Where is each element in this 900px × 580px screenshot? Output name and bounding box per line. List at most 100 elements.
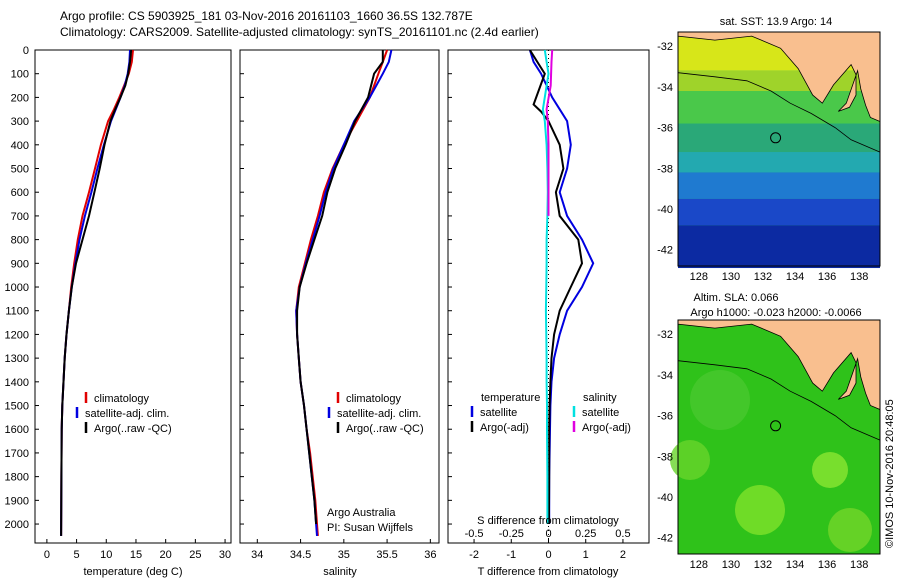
map-ytick-label: -40	[657, 204, 673, 216]
depth-tick-label: 900	[11, 258, 29, 270]
depth-tick-label: 1400	[5, 377, 29, 389]
x-tick-label: 5	[74, 549, 80, 561]
top-tick-label: 0.5	[615, 528, 630, 540]
depth-tick-label: 2000	[5, 519, 29, 531]
x-tick-label: 35	[338, 549, 350, 561]
map-ytick-label: -32	[657, 329, 673, 341]
sla-map-title2: Argo h1000: -0.023 h2000: -0.0066	[690, 307, 861, 319]
map-ytick-label: -32	[657, 41, 673, 53]
sla-map: -32 -34 -36 -38 -40 -42 128 130 132 134 136 138	[657, 319, 881, 571]
argo-line	[60, 49, 133, 536]
legend-label-argo: Argo(..raw -QC)	[346, 423, 424, 435]
x-tick-label: 10	[100, 549, 112, 561]
map-ytick-label: -34	[657, 82, 673, 94]
x-tick-label: 34	[251, 549, 263, 561]
imos-credit: ©IMOS 10-Nov-2016 20:48:05	[884, 399, 896, 548]
map-ytick-label: -38	[657, 451, 673, 463]
depth-tick-label: 700	[11, 211, 29, 223]
sla-blob	[670, 440, 710, 480]
x-tick-label: 1	[583, 549, 589, 561]
map-xtick-label: 128	[690, 271, 708, 283]
map-frame	[677, 31, 881, 267]
map-xtick-label: 132	[754, 271, 772, 283]
depth-tick-label: 300	[11, 116, 29, 128]
top-tick-label: 0	[545, 528, 551, 540]
sla-blob	[690, 370, 750, 430]
difference-xlabel-top: S difference from climatology	[477, 515, 619, 527]
map-frame	[677, 319, 881, 555]
legend-label-climatology: climatology	[346, 393, 402, 405]
map-xtick-label: 136	[818, 271, 836, 283]
depth-tick-label: 1700	[5, 448, 29, 460]
x-tick-label: 30	[219, 549, 231, 561]
x-tick-label: -2	[469, 549, 479, 561]
map-xtick-label: 132	[754, 559, 772, 571]
sla-blob	[812, 452, 848, 488]
difference-legend: temperature satellite Argo(-adj) salinit…	[470, 392, 631, 434]
t-argo-line	[529, 49, 584, 525]
depth-tick-label: 100	[11, 69, 29, 81]
sst-band	[678, 152, 880, 173]
map-xtick-label: 128	[690, 559, 708, 571]
x-tick-label: 2	[620, 549, 626, 561]
map-ytick-label: -36	[657, 411, 673, 423]
depth-tick-label: 200	[11, 92, 29, 104]
difference-xlabel: T difference from climatology	[478, 566, 619, 578]
header-line2: Climatology: CARS2009. Satellite-adjuste…	[60, 25, 539, 39]
salinity-panel	[239, 49, 440, 544]
legend-label-climatology: climatology	[94, 393, 150, 405]
sst-band	[678, 172, 880, 199]
salinity-legend: climatology satellite-adj. clim. Argo(..…	[327, 392, 424, 534]
s-satellite-line	[541, 49, 550, 524]
depth-tick-label: 1100	[5, 306, 29, 318]
x-tick-label: 15	[130, 549, 142, 561]
x-tick-label: 20	[160, 549, 172, 561]
map-ytick-label: -38	[657, 163, 673, 175]
sla-blob	[735, 485, 785, 535]
temperature-legend: climatology satellite-adj. clim. Argo(..…	[75, 392, 172, 435]
legend-label-argo: Argo(..raw -QC)	[94, 423, 172, 435]
legend-label-s-argo: Argo(-adj)	[582, 422, 631, 434]
top-tick-label: -0.25	[499, 528, 524, 540]
depth-tick-label: 1200	[5, 329, 29, 341]
legend-label-t-argo: Argo(-adj)	[480, 422, 529, 434]
depth-contour	[677, 360, 881, 441]
map-xtick-label: 138	[850, 559, 868, 571]
header-line1: Argo profile: CS 5903925_181 03-Nov-2016…	[60, 9, 473, 23]
map-xtick-label: 138	[850, 271, 868, 283]
land	[677, 31, 881, 123]
map-ytick-label: -36	[657, 123, 673, 135]
depth-tick-label: 0	[23, 45, 29, 57]
temperature-xlabel: temperature (deg C)	[83, 566, 182, 578]
map-xtick-label: 130	[722, 271, 740, 283]
argo-position-marker	[770, 420, 782, 432]
sst-map-title: sat. SST: 13.9 Argo: 14	[720, 16, 833, 28]
depth-tick-label: 800	[11, 235, 29, 247]
depth-tick-label: 400	[11, 140, 29, 152]
sst-band	[678, 225, 880, 269]
legend-label-satellite: satellite-adj. clim.	[337, 408, 421, 420]
sst-band	[678, 198, 880, 226]
depth-contour	[677, 72, 881, 153]
x-tick-label: -1	[506, 549, 516, 561]
legend-label-s-satellite: satellite	[582, 407, 619, 419]
depth-tick-label: 1800	[5, 472, 29, 484]
argo-australia-note: Argo Australia	[327, 507, 396, 519]
depth-tick-label: 1300	[5, 353, 29, 365]
temperature-panel	[34, 49, 232, 544]
sst-band	[678, 70, 880, 92]
pi-note: PI: Susan Wijffels	[327, 522, 413, 534]
sst-band	[678, 123, 880, 153]
argo-position-marker	[770, 132, 782, 144]
legend-label-t-satellite: satellite	[480, 407, 517, 419]
map-xtick-label: 136	[818, 559, 836, 571]
salinity-xlabel: salinity	[323, 566, 357, 578]
sla-map-title1: Altim. SLA: 0.066	[694, 292, 779, 304]
map-ytick-label: -34	[657, 370, 673, 382]
x-tick-label: 0	[44, 549, 50, 561]
depth-tick-label: 1900	[5, 495, 29, 507]
x-tick-label: 36	[424, 549, 436, 561]
legend-label-satellite: satellite-adj. clim.	[85, 408, 169, 420]
s-argo-line	[545, 49, 554, 216]
